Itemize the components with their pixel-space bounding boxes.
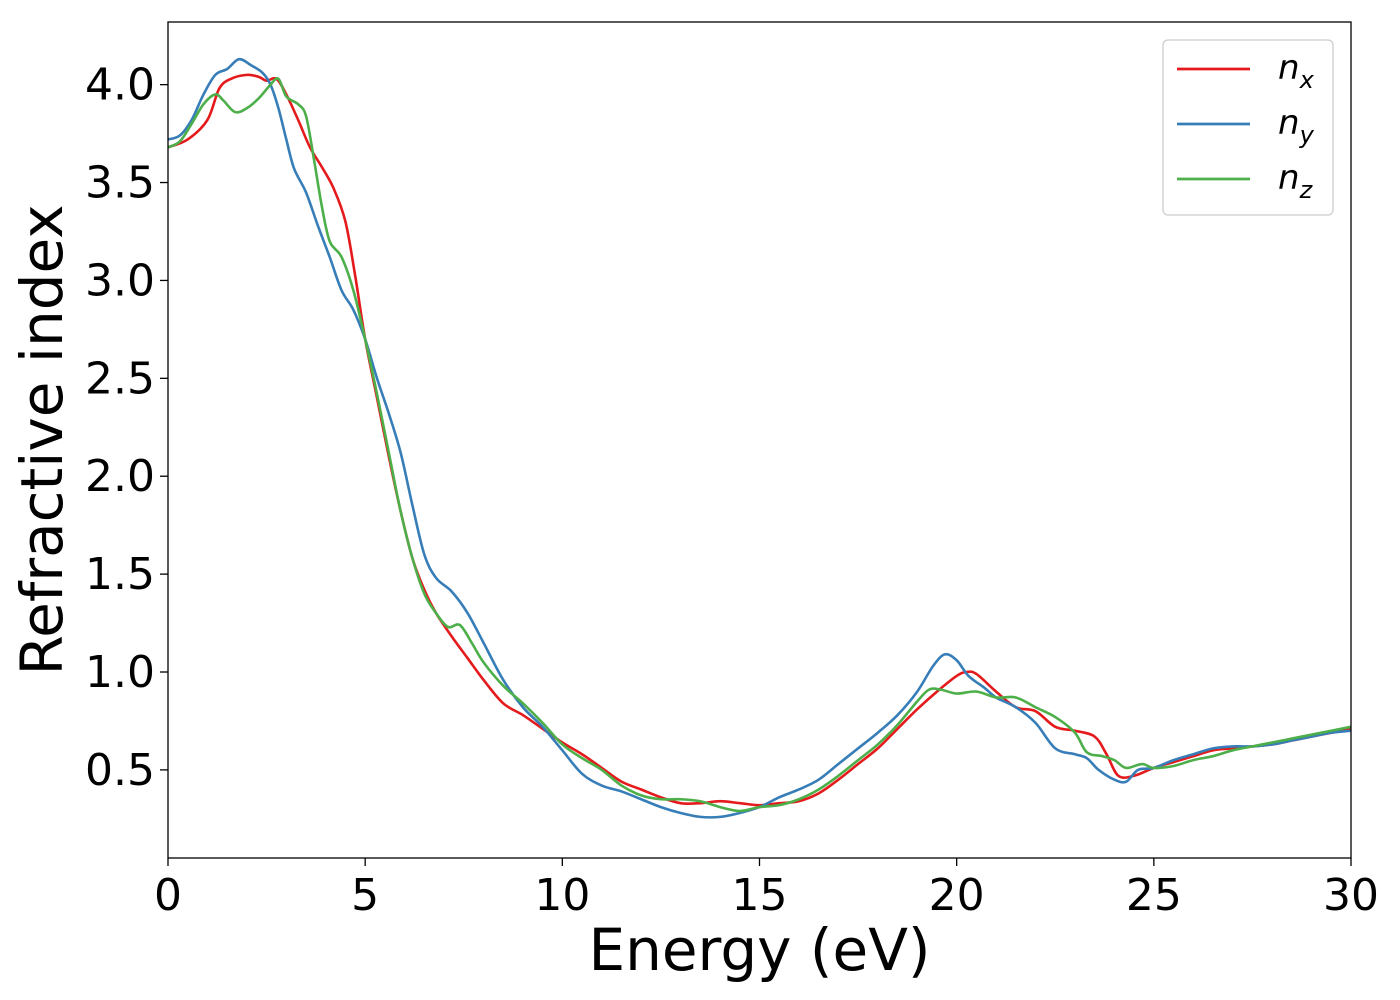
x-tick-label: 5 [351,870,379,921]
y-tick-label: 4.0 [85,60,155,111]
y-tick-label: 0.5 [85,745,155,796]
y-tick-label: 2.0 [85,451,155,502]
y-tick-label: 3.0 [85,255,155,306]
series-line-nz [167,77,1352,813]
series-line-nx [167,73,1352,807]
x-tick-label: 30 [1323,870,1379,921]
x-tick-label: 25 [1126,870,1182,921]
x-tick-label: 15 [732,870,788,921]
y-axis-label: Refractive index [8,204,76,675]
x-tick-label: 10 [534,870,590,921]
legend-label-ny: ny [1278,103,1315,149]
legend: nx ny nz [1162,39,1334,216]
x-axis-ticks: 0 5 10 15 20 25 30 [154,858,1379,921]
y-tick-label: 3.5 [85,158,155,209]
legend-box [1162,39,1334,216]
legend-label-nz: nz [1278,158,1314,204]
series-line-ny [167,57,1352,819]
x-tick-label: 0 [154,870,182,921]
plot-lines [167,57,1352,819]
y-axis-ticks: 0.5 1.0 1.5 2.0 2.5 3.0 3.5 4.0 [85,60,168,796]
y-tick-label: 1.0 [85,647,155,698]
x-axis-label: Energy (eV) [588,916,930,984]
y-tick-label: 2.5 [85,353,155,404]
x-tick-label: 20 [929,870,985,921]
y-tick-label: 1.5 [85,549,155,600]
legend-label-nx: nx [1278,48,1315,94]
